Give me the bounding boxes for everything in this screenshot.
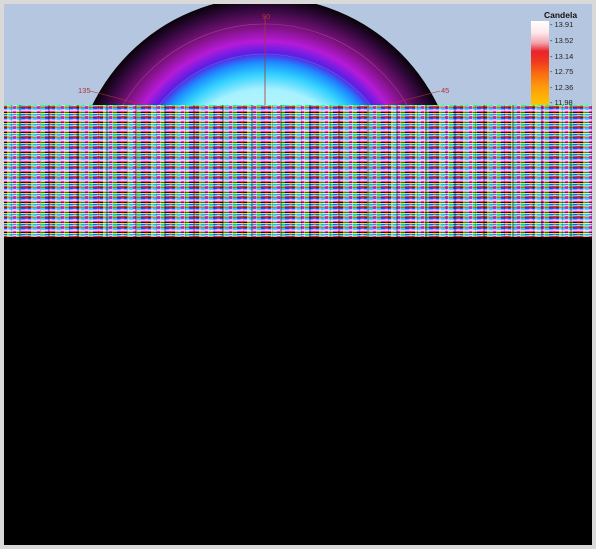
- intensity-distribution-graphic: [89, 4, 441, 105]
- legend-tick-5: 12.36: [550, 83, 574, 93]
- polar-intensity-plot: 90 135 45: [4, 4, 592, 105]
- legend-color-bar: [531, 21, 549, 105]
- viewer-frame: 90 135 45 Candela 13.91 13.52 13.14 12.7…: [4, 4, 592, 545]
- angle-label-90: 90: [262, 12, 271, 21]
- legend-title: Candela: [544, 10, 578, 20]
- right-axis-line: [385, 90, 441, 105]
- candela-legend: Candela 13.91 13.52 13.14 12.75 12.36 11…: [528, 8, 592, 108]
- corrupted-render-layer-2: [4, 105, 592, 237]
- legend-tick-1: 13.91: [550, 20, 574, 30]
- angle-label-45: 45: [441, 86, 450, 95]
- left-axis-line: [89, 90, 145, 105]
- legend-tick-6: 11.98: [550, 98, 573, 108]
- legend-tick-3: 13.14: [550, 52, 574, 62]
- legend-tick-4: 12.75: [550, 67, 574, 77]
- angle-label-135: 135: [78, 86, 91, 95]
- legend-tick-2: 13.52: [550, 36, 574, 46]
- corrupted-render-layer: [4, 105, 592, 237]
- unrendered-area: [4, 237, 592, 545]
- corrupted-render-region: [4, 105, 592, 237]
